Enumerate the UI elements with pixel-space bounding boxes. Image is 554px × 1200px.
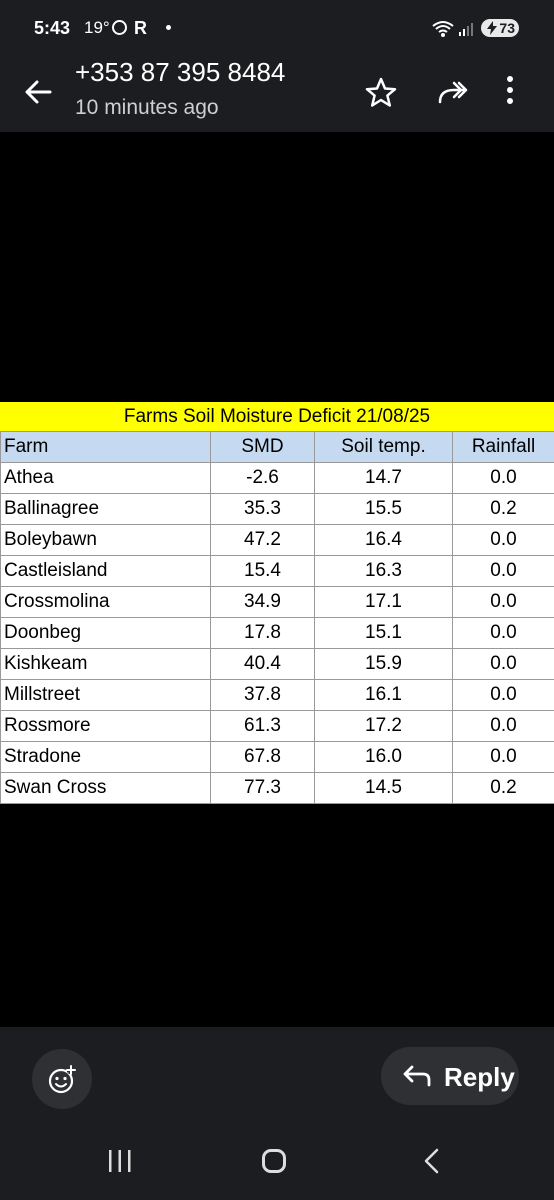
more-vert-icon[interactable] — [505, 74, 515, 106]
value-cell: 0.0 — [452, 524, 554, 556]
farm-name-cell: Doonbeg — [0, 617, 211, 649]
farm-name-cell: Stradone — [0, 741, 211, 773]
reply-arrow-icon — [403, 1065, 431, 1087]
value-cell: 0.0 — [452, 679, 554, 711]
table-row: Stradone 67.8 16.0 0.0 — [0, 741, 554, 773]
value-cell: 16.1 — [314, 679, 453, 711]
battery-level: 73 — [499, 20, 515, 36]
value-cell: 17.2 — [314, 710, 453, 742]
value-cell: 14.7 — [314, 462, 453, 494]
value-cell: 77.3 — [210, 772, 315, 804]
table-row: Kishkeam 40.4 15.9 0.0 — [0, 648, 554, 680]
back-arrow-icon[interactable] — [20, 74, 56, 110]
value-cell: 0.2 — [452, 772, 554, 804]
signal-icon — [459, 23, 473, 36]
column-header: Rainfall — [452, 431, 554, 463]
recent-apps-icon[interactable] — [106, 1149, 134, 1173]
value-cell: 0.0 — [452, 617, 554, 649]
table-row: Athea -2.6 14.7 0.0 — [0, 462, 554, 494]
column-header: SMD — [210, 431, 315, 463]
table-row: Rossmore 61.3 17.2 0.0 — [0, 710, 554, 742]
value-cell: 0.0 — [452, 710, 554, 742]
spreadsheet-image: Farms Soil Moisture Deficit 21/08/25 Far… — [0, 402, 554, 804]
value-cell: 14.5 — [314, 772, 453, 804]
status-time: 5:43 — [34, 18, 71, 38]
farm-name-cell: Kishkeam — [0, 648, 211, 680]
farm-name-cell: Castleisland — [0, 555, 211, 587]
table-row: Castleisland 15.4 16.3 0.0 — [0, 555, 554, 587]
farm-name-cell: Millstreet — [0, 679, 211, 711]
value-cell: 16.3 — [314, 555, 453, 587]
farm-name-cell: Boleybawn — [0, 524, 211, 556]
smd-table: Farm SMD Soil temp. Rainfall Athea -2.6 14… — [0, 431, 554, 804]
table-row: Swan Cross 77.3 14.5 0.2 — [0, 772, 554, 804]
value-cell: 16.4 — [314, 524, 453, 556]
value-cell: -2.6 — [210, 462, 315, 494]
farm-name-cell: Athea — [0, 462, 211, 494]
more-notifications-dot — [166, 25, 171, 30]
emoji-button[interactable] — [32, 1049, 92, 1109]
value-cell: 0.2 — [452, 493, 554, 525]
value-cell: 16.0 — [314, 741, 453, 773]
value-cell: 0.0 — [452, 741, 554, 773]
battery-saver-icon — [487, 21, 497, 35]
status-bar: 5:43 19° R 73 — [0, 0, 554, 50]
value-cell: 0.0 — [452, 648, 554, 680]
contact-number: +353 87 395 8484 — [75, 57, 286, 87]
farm-name-cell: Ballinagree — [0, 493, 211, 525]
reply-label: Reply — [444, 1062, 515, 1092]
bottom-bar: Reply — [0, 1027, 554, 1200]
value-cell: 15.1 — [314, 617, 453, 649]
r-notification-icon: R — [134, 18, 147, 38]
value-cell: 15.9 — [314, 648, 453, 680]
table-row: Ballinagree 35.3 15.5 0.2 — [0, 493, 554, 525]
value-cell: 0.0 — [452, 555, 554, 587]
message-time: 10 minutes ago — [75, 96, 219, 119]
farm-name-cell: Crossmolina — [0, 586, 211, 618]
table-row: Doonbeg 17.8 15.1 0.0 — [0, 617, 554, 649]
value-cell: 35.3 — [210, 493, 315, 525]
column-header: Farm — [0, 431, 211, 463]
farm-name-cell: Rossmore — [0, 710, 211, 742]
table-row: Millstreet 37.8 16.1 0.0 — [0, 679, 554, 711]
table-row: Crossmolina 34.9 17.1 0.0 — [0, 586, 554, 618]
value-cell: 47.2 — [210, 524, 315, 556]
app-bar: +353 87 395 8484 10 minutes ago — [0, 50, 554, 132]
value-cell: 34.9 — [210, 586, 315, 618]
value-cell: 37.8 — [210, 679, 315, 711]
image-viewer[interactable]: Farms Soil Moisture Deficit 21/08/25 Far… — [0, 132, 554, 1027]
value-cell: 40.4 — [210, 648, 315, 680]
table-row: Boleybawn 47.2 16.4 0.0 — [0, 524, 554, 556]
value-cell: 61.3 — [210, 710, 315, 742]
star-icon[interactable] — [364, 76, 398, 108]
value-cell: 0.0 — [452, 586, 554, 618]
value-cell: 67.8 — [210, 741, 315, 773]
table-header-row: Farm SMD Soil temp. Rainfall — [0, 431, 554, 463]
home-icon[interactable] — [262, 1149, 286, 1173]
value-cell: 17.8 — [210, 617, 315, 649]
reply-button[interactable]: Reply — [381, 1047, 519, 1105]
emoji-add-icon — [48, 1065, 76, 1094]
farm-name-cell: Swan Cross — [0, 772, 211, 804]
value-cell: 15.4 — [210, 555, 315, 587]
nav-back-icon[interactable] — [420, 1147, 444, 1175]
value-cell: 0.0 — [452, 462, 554, 494]
battery-indicator: 73 — [481, 19, 519, 37]
status-temperature: 19° — [84, 18, 110, 37]
chrome-notification-icon — [112, 20, 127, 35]
value-cell: 17.1 — [314, 586, 453, 618]
wifi-icon — [432, 21, 454, 37]
column-header: Soil temp. — [314, 431, 453, 463]
sheet-title: Farms Soil Moisture Deficit 21/08/25 — [0, 402, 554, 431]
forward-icon[interactable] — [436, 76, 472, 108]
value-cell: 15.5 — [314, 493, 453, 525]
